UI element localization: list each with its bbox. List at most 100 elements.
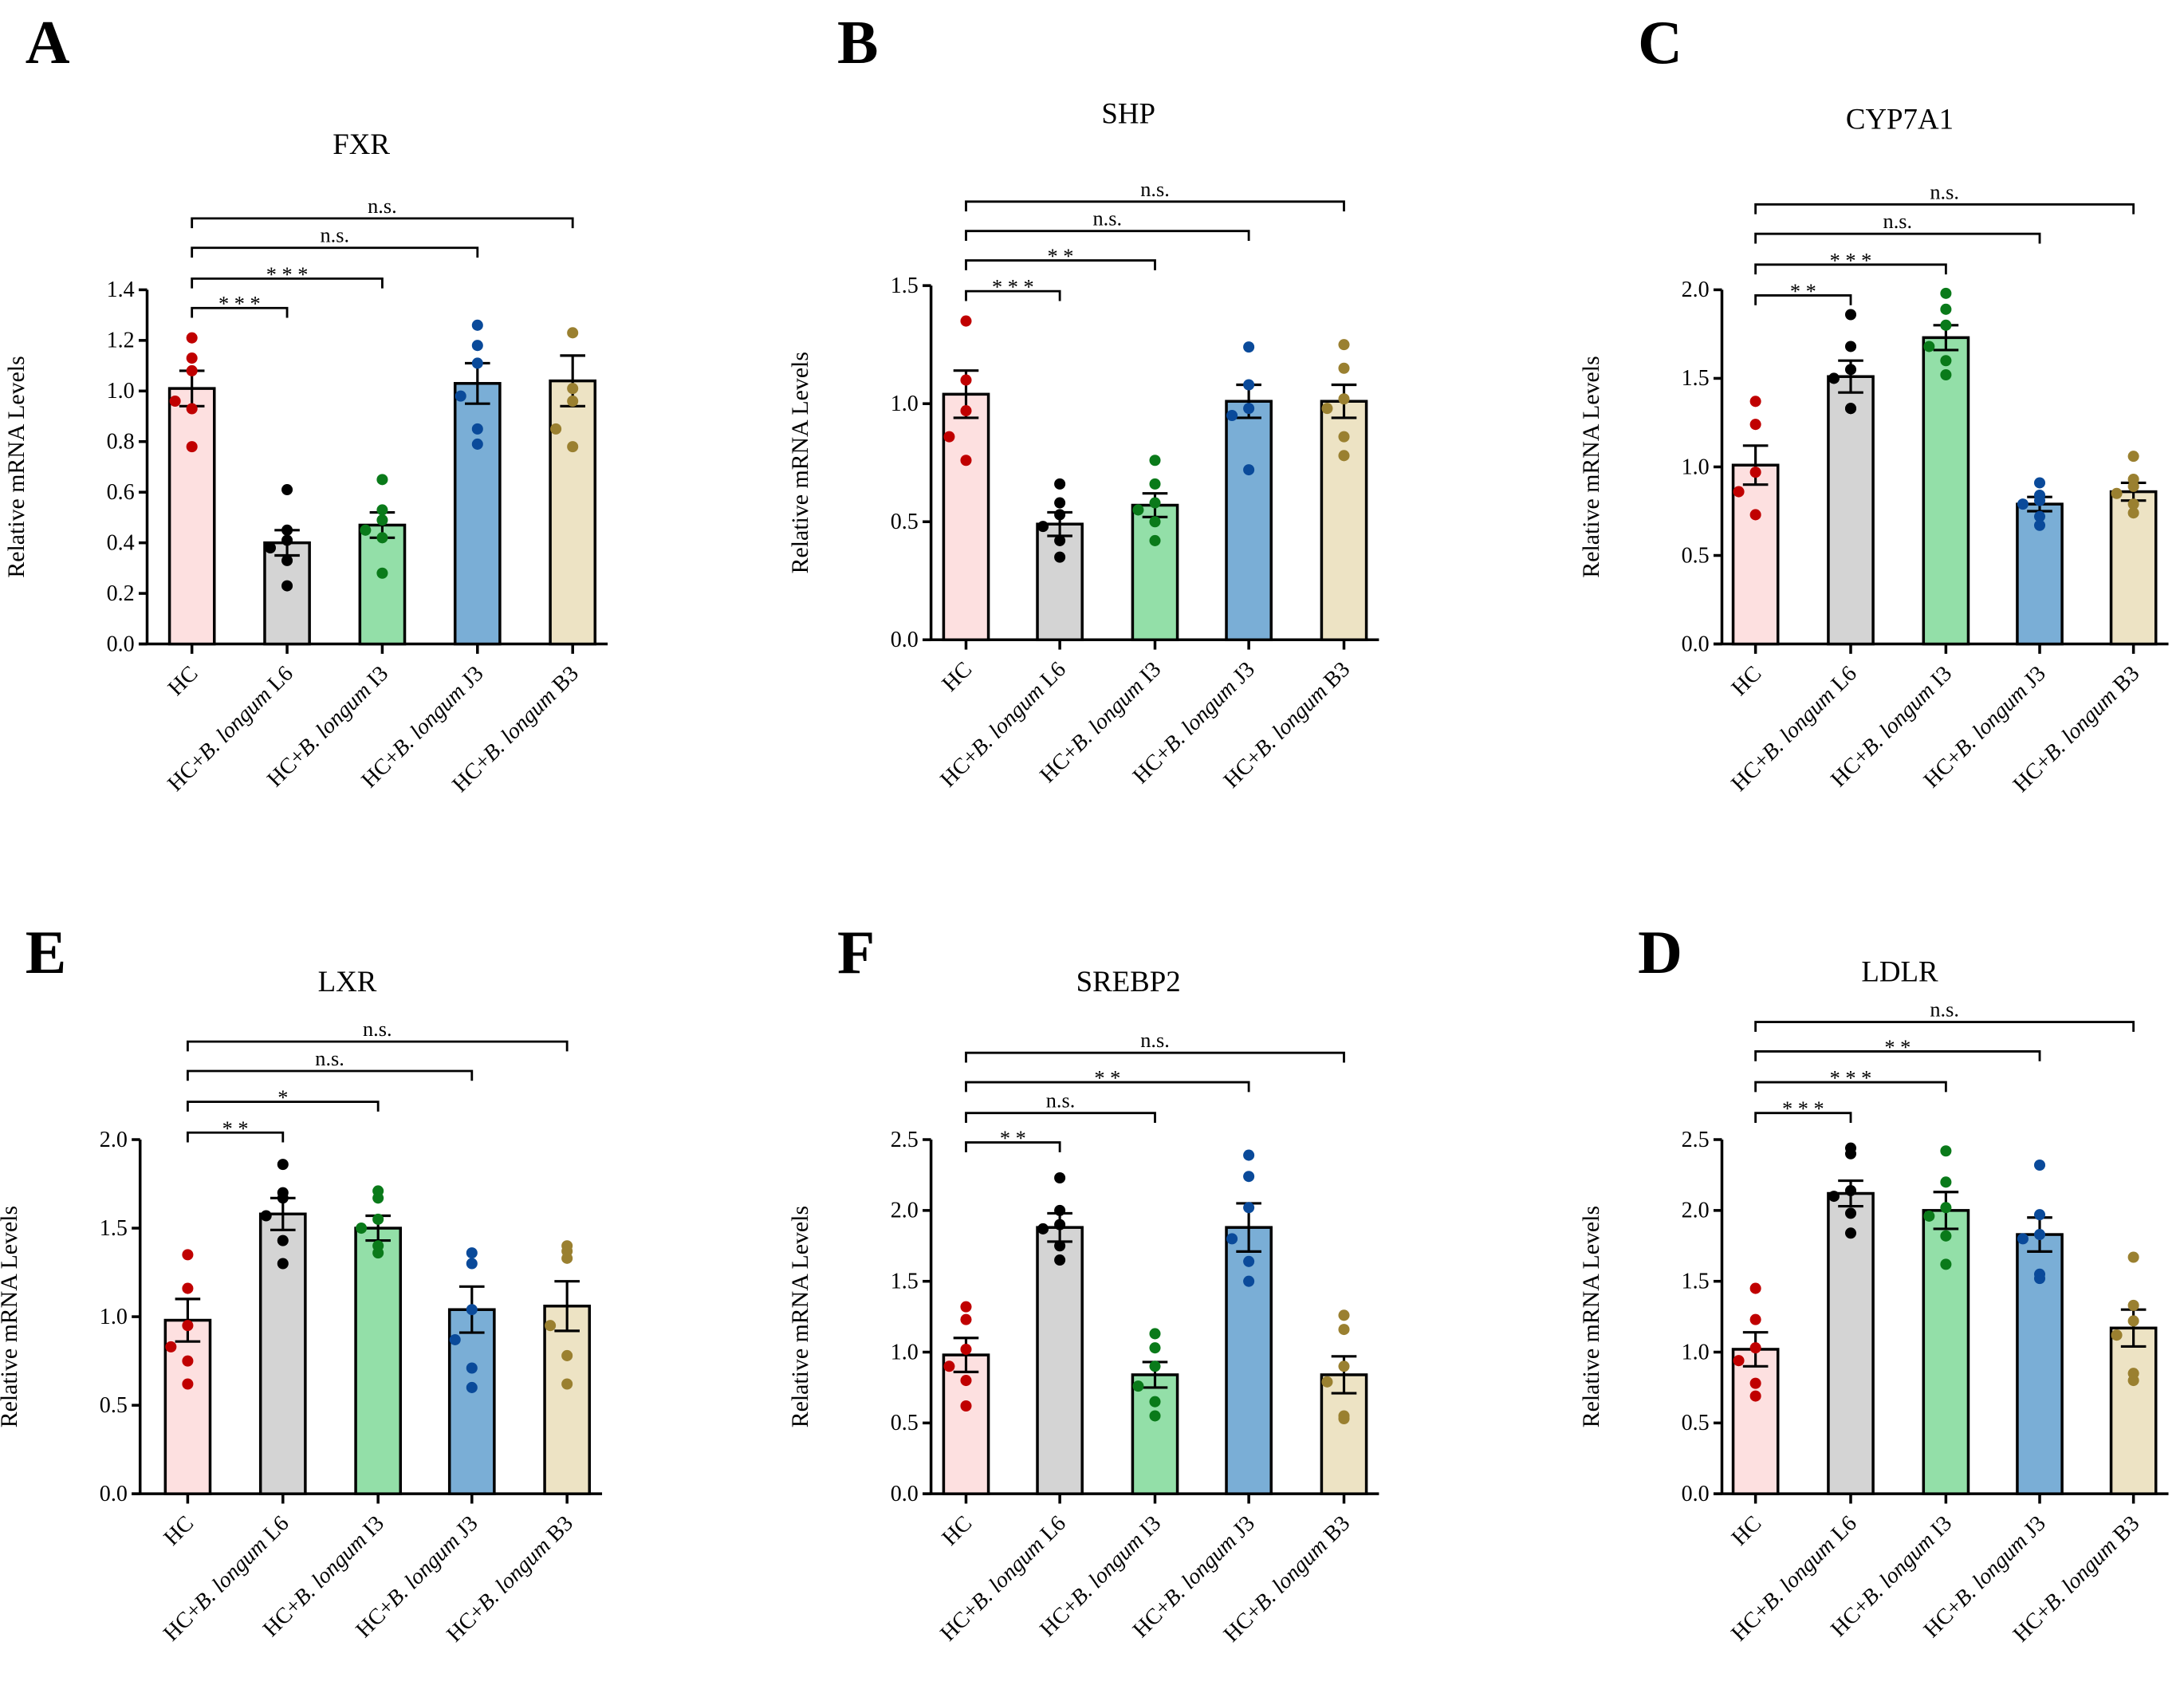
significance-label: n.s. bbox=[1046, 1089, 1076, 1112]
data-point bbox=[1054, 478, 1066, 490]
data-point bbox=[2127, 1251, 2139, 1263]
data-point bbox=[2033, 510, 2046, 522]
data-point bbox=[943, 1360, 955, 1372]
bar bbox=[549, 379, 597, 646]
significance-bracket bbox=[187, 1131, 285, 1143]
data-point bbox=[1749, 396, 1761, 408]
data-point bbox=[182, 1378, 194, 1390]
significance-bracket bbox=[965, 1112, 1156, 1123]
significance-label: * * bbox=[1094, 1067, 1120, 1090]
significance-label: n.s. bbox=[1093, 207, 1123, 230]
data-point bbox=[466, 1381, 478, 1393]
data-point bbox=[1243, 403, 1255, 415]
label-species: B. longum bbox=[1066, 1528, 1149, 1611]
significance-bracket bbox=[1754, 1081, 1947, 1093]
label-species: B. longum bbox=[2040, 1534, 2123, 1616]
data-point bbox=[1844, 341, 1857, 352]
y-tick-label: 0.8 bbox=[107, 430, 135, 455]
data-point bbox=[1149, 1342, 1161, 1354]
data-point bbox=[960, 374, 972, 386]
data-point bbox=[186, 352, 198, 364]
data-point bbox=[466, 1247, 478, 1259]
data-point bbox=[1149, 1328, 1161, 1340]
data-point bbox=[1054, 1254, 1066, 1266]
significance-label: * * bbox=[222, 1117, 249, 1140]
panel-letter: E bbox=[26, 918, 67, 986]
data-point bbox=[471, 319, 483, 331]
significance-label: * bbox=[277, 1086, 288, 1109]
data-point bbox=[1149, 1396, 1161, 1408]
data-point bbox=[1844, 309, 1857, 321]
data-point bbox=[2127, 1375, 2139, 1387]
data-point bbox=[1149, 497, 1161, 509]
data-point bbox=[2033, 519, 2046, 531]
data-point bbox=[1940, 319, 1952, 331]
data-point bbox=[1828, 372, 1840, 384]
data-point bbox=[567, 395, 579, 408]
data-point bbox=[1749, 1390, 1761, 1402]
data-point bbox=[2127, 498, 2139, 510]
significance-bracket bbox=[965, 1081, 1250, 1093]
data-point bbox=[1338, 431, 1350, 443]
y-tick-label: 0.4 bbox=[107, 530, 135, 555]
data-point bbox=[1923, 1210, 1935, 1222]
significance-bracket bbox=[965, 1051, 1345, 1063]
panel-C: C CYP7A1 Relative mRNA Levels 0.0 0.5 1.0 1.5 2… bbox=[1578, 8, 2169, 797]
data-point bbox=[1037, 1223, 1049, 1234]
data-point bbox=[466, 1362, 478, 1374]
data-point bbox=[182, 1282, 194, 1294]
data-point bbox=[960, 1400, 972, 1412]
data-point bbox=[1733, 1355, 1745, 1367]
x-tick-label: HC bbox=[1727, 661, 1767, 701]
data-point bbox=[2033, 477, 2046, 489]
significance-bracket bbox=[1754, 1021, 2135, 1032]
significance-bracket bbox=[1754, 294, 1852, 305]
bar bbox=[1225, 1226, 1273, 1495]
panel-letter: A bbox=[26, 8, 70, 77]
y-tick-label: 0.0 bbox=[1682, 1482, 1710, 1506]
y-axis-label: Relative mRNA Levels bbox=[1578, 1206, 1604, 1427]
data-point bbox=[186, 332, 198, 344]
data-point bbox=[1749, 1377, 1761, 1389]
data-point bbox=[561, 1252, 573, 1264]
data-point bbox=[2033, 1273, 2046, 1285]
y-tick-label: 1.2 bbox=[107, 329, 135, 353]
data-point bbox=[1749, 1342, 1761, 1354]
data-point bbox=[1940, 1176, 1952, 1188]
y-tick-label: 2.5 bbox=[1682, 1128, 1710, 1152]
y-tick-label: 0.0 bbox=[1682, 632, 1710, 656]
data-point bbox=[943, 431, 955, 443]
x-tick-label: HC bbox=[163, 661, 203, 701]
significance-bracket bbox=[965, 200, 1345, 212]
data-point bbox=[372, 1192, 384, 1204]
data-point bbox=[281, 524, 293, 536]
label-species: B. longum bbox=[388, 679, 470, 762]
label-species: B. longum bbox=[966, 1533, 1049, 1616]
x-tick-label: HC bbox=[159, 1511, 199, 1551]
label-species: B. longum bbox=[289, 1528, 372, 1611]
data-point bbox=[1338, 1324, 1350, 1336]
label-species: B. longum bbox=[1857, 1528, 1940, 1611]
bar bbox=[1131, 1373, 1179, 1495]
data-point bbox=[277, 1234, 289, 1246]
significance-bracket bbox=[191, 277, 384, 289]
data-point bbox=[1321, 1376, 1333, 1388]
bar bbox=[543, 1305, 592, 1495]
data-point bbox=[1054, 551, 1066, 563]
data-point bbox=[567, 383, 579, 395]
data-point bbox=[1054, 1219, 1066, 1230]
data-point bbox=[2033, 494, 2046, 506]
label-species: B. longum bbox=[1250, 679, 1333, 762]
y-axis-label: Relative mRNA Levels bbox=[787, 352, 813, 573]
label-species: B. longum bbox=[2040, 683, 2123, 766]
data-point bbox=[466, 1304, 478, 1316]
y-tick-label: 1.5 bbox=[100, 1216, 128, 1241]
significance-bracket bbox=[965, 289, 1061, 301]
bar bbox=[942, 392, 990, 642]
data-point bbox=[1149, 455, 1161, 467]
significance-bracket bbox=[191, 217, 574, 229]
y-axis-label: Relative mRNA Levels bbox=[787, 1206, 813, 1427]
y-tick-label: 1.0 bbox=[891, 392, 919, 416]
y-tick-label: 2.5 bbox=[891, 1128, 919, 1152]
data-point bbox=[1243, 464, 1255, 476]
